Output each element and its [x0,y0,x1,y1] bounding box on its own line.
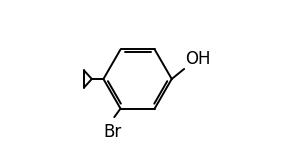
Text: OH: OH [185,50,210,68]
Text: Br: Br [103,123,122,141]
